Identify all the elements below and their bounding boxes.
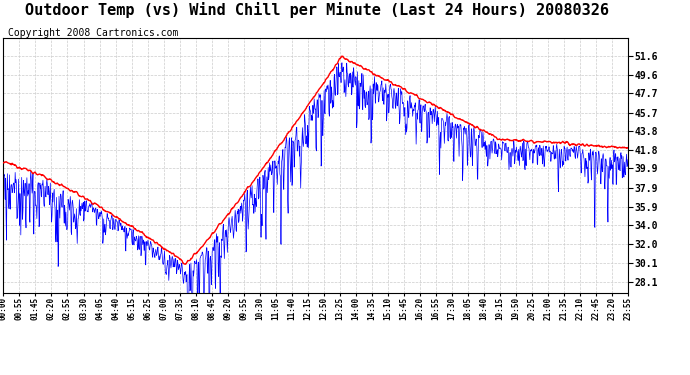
Text: Copyright 2008 Cartronics.com: Copyright 2008 Cartronics.com [8, 28, 179, 38]
Text: Outdoor Temp (vs) Wind Chill per Minute (Last 24 Hours) 20080326: Outdoor Temp (vs) Wind Chill per Minute … [26, 2, 609, 18]
